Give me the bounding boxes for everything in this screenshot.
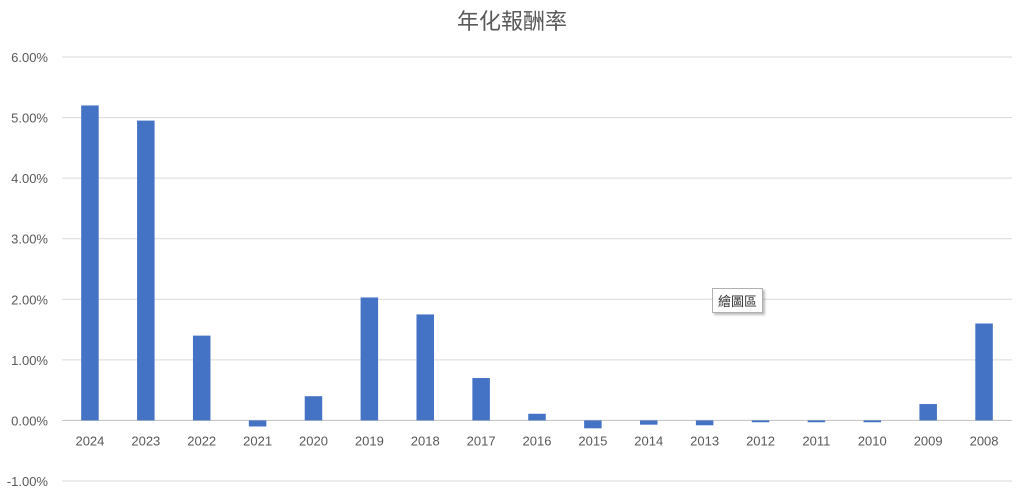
bar xyxy=(751,420,770,423)
x-tick-label: 2020 xyxy=(299,433,328,448)
x-tick-label: 2008 xyxy=(970,433,999,448)
x-tick-label: 2021 xyxy=(243,433,272,448)
bar xyxy=(807,420,826,423)
plot-area-tooltip: 繪圖區 xyxy=(712,288,764,313)
bar xyxy=(528,413,546,421)
bar xyxy=(472,378,490,421)
chart-title: 年化報酬率 xyxy=(456,9,567,34)
bar xyxy=(640,420,658,425)
bars xyxy=(81,105,993,429)
y-tick-label: 5.00% xyxy=(11,111,48,126)
bar xyxy=(584,420,602,429)
x-tick-label: 2019 xyxy=(355,433,384,448)
x-tick-label: 2016 xyxy=(523,433,552,448)
y-tick-label: 4.00% xyxy=(11,171,48,186)
x-tick-label: 2022 xyxy=(187,433,216,448)
y-tick-label: 1.00% xyxy=(11,353,48,368)
bar xyxy=(248,420,267,427)
x-tick-label: 2015 xyxy=(578,433,607,448)
bar xyxy=(416,314,434,421)
x-tick-label: 2010 xyxy=(858,433,887,448)
x-tick-label: 2013 xyxy=(690,433,719,448)
x-tick-label: 2009 xyxy=(914,433,943,448)
gridlines xyxy=(62,56,1012,482)
x-tick-label: 2011 xyxy=(802,433,830,448)
bar xyxy=(975,323,993,421)
bar xyxy=(137,120,155,421)
bar xyxy=(863,420,882,423)
x-tick-label: 2023 xyxy=(131,433,160,448)
bar xyxy=(304,396,323,421)
y-tick-label: 3.00% xyxy=(11,232,48,247)
y-tick-label: 0.00% xyxy=(11,413,48,428)
y-tick-label: -1.00% xyxy=(7,474,49,489)
bar xyxy=(192,335,211,421)
bar xyxy=(360,297,379,421)
x-tick-label: 2014 xyxy=(634,433,663,448)
tick-labels: -1.00% 0.00% 1.00% 2.00% 3.00% 4.00% 5.00% 6.00… xyxy=(7,50,999,489)
x-tick-label: 2017 xyxy=(467,433,496,448)
x-tick-label: 2024 xyxy=(75,433,104,448)
bar xyxy=(81,105,99,421)
bar xyxy=(695,420,714,426)
x-tick-label: 2012 xyxy=(746,433,775,448)
y-tick-label: 2.00% xyxy=(11,292,48,307)
y-tick-label: 6.00% xyxy=(11,50,48,65)
x-tick-label: 2018 xyxy=(411,433,440,448)
bar xyxy=(919,404,937,421)
